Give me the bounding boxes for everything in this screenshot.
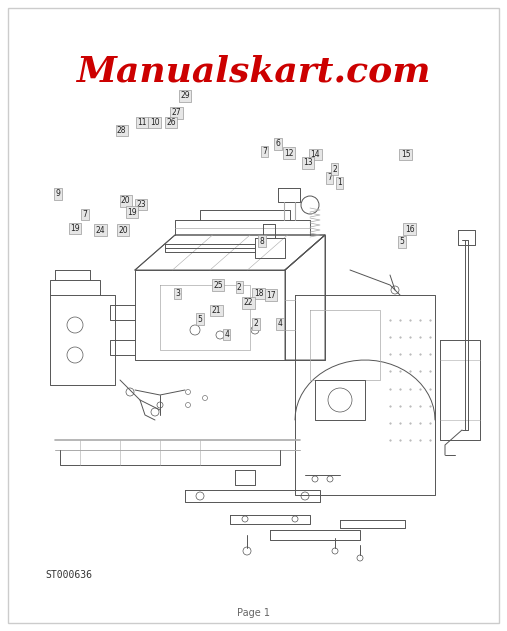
Text: 20: 20 [119,226,128,235]
Text: 4: 4 [224,330,229,339]
Text: 7: 7 [83,210,88,219]
Text: 7: 7 [262,147,267,156]
Text: 16: 16 [405,225,414,233]
Text: 14: 14 [311,150,320,159]
Text: 12: 12 [284,149,294,158]
Text: Page 1: Page 1 [237,608,270,618]
Text: 2: 2 [237,283,242,292]
Text: 29: 29 [180,91,190,100]
Text: 13: 13 [304,158,313,167]
Text: 26: 26 [166,118,175,127]
Text: 21: 21 [212,306,221,315]
Text: 11: 11 [137,118,147,127]
Text: 2: 2 [254,319,259,328]
Text: 17: 17 [267,291,276,300]
Text: 15: 15 [401,150,410,159]
Text: 19: 19 [70,224,80,233]
Text: Manualskart.com: Manualskart.com [76,55,431,89]
Text: 25: 25 [213,281,223,290]
Text: 10: 10 [150,118,159,127]
Text: 6: 6 [275,139,280,148]
Text: 7: 7 [327,174,332,182]
Text: 28: 28 [117,126,126,135]
Text: 22: 22 [244,298,253,307]
Text: ST000636: ST000636 [45,570,92,580]
Text: 23: 23 [136,200,146,209]
Text: 18: 18 [254,289,263,298]
Text: 19: 19 [127,208,136,216]
Text: 20: 20 [121,196,130,205]
Text: 3: 3 [175,289,180,298]
Text: 1: 1 [337,179,342,187]
Text: 5: 5 [400,237,405,246]
Text: 8: 8 [260,237,265,245]
Text: 9: 9 [56,189,61,198]
Text: 27: 27 [172,109,181,117]
Text: 24: 24 [96,226,105,235]
Text: 4: 4 [277,319,282,328]
Text: 2: 2 [332,165,337,174]
Text: 5: 5 [198,315,203,324]
